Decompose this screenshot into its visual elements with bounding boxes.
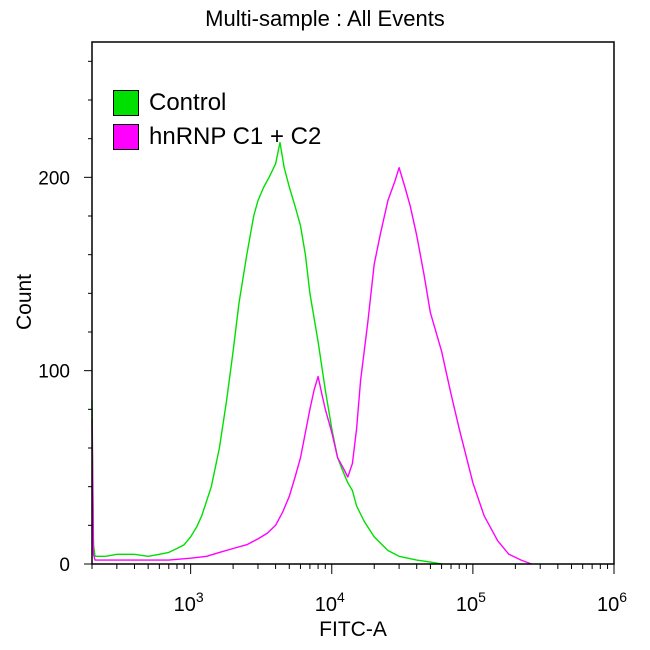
x-tick-label-1: 104: [315, 589, 345, 616]
legend-swatch-control: [113, 90, 139, 116]
legend-swatch-hnrnp: [113, 124, 139, 150]
legend-label-control: Control: [149, 89, 227, 116]
legend: Control hnRNP C1 + C2: [113, 86, 321, 154]
y-tick-label-100: 100: [38, 362, 70, 383]
legend-label-hnrnp: hnRNP C1 + C2: [149, 123, 322, 150]
x-axis-label: FITC-A: [319, 618, 387, 641]
series-layer: [91, 141, 532, 565]
legend-item-control: Control: [113, 86, 321, 120]
axis-ticks: 0 100 200 103 104 105 106: [38, 60, 627, 616]
series-line-0: [91, 141, 442, 565]
y-axis-label: Count: [13, 273, 36, 331]
y-tick-label-200: 200: [38, 168, 70, 189]
x-tick-label-0: 103: [174, 589, 204, 616]
series-line-1: [91, 166, 532, 565]
y-tick-label-0: 0: [59, 555, 70, 576]
plot-frame: [91, 41, 615, 565]
legend-item-hnrnp: hnRNP C1 + C2: [113, 120, 321, 154]
chart-title: Multi-sample : All Events: [205, 6, 445, 31]
x-tick-label-2: 105: [456, 589, 486, 616]
x-tick-label-3: 106: [597, 589, 627, 616]
